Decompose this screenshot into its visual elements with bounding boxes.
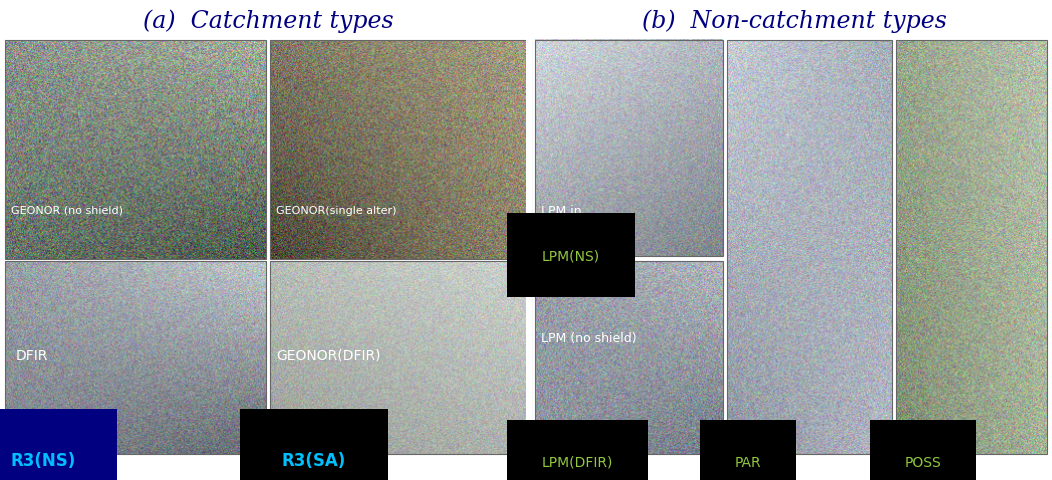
- Text: LPM (no shield): LPM (no shield): [541, 331, 636, 344]
- Bar: [0, 0, 1052, 39]
- Text: POSS: POSS: [905, 455, 942, 469]
- Bar: [270, 41, 531, 259]
- Text: DFIR: DFIR: [16, 348, 48, 362]
- Text: LPM in
DFIR: LPM in DFIR: [541, 205, 582, 233]
- Text: LPM(NS): LPM(NS): [542, 249, 600, 263]
- Bar: [535, 41, 723, 257]
- Text: (a)  Catchment types: (a) Catchment types: [143, 10, 393, 33]
- Text: PAR: PAR: [734, 455, 761, 469]
- Bar: [526, 0, 532, 480]
- Bar: [5, 41, 266, 259]
- Text: GEONOR(DFIR): GEONOR(DFIR): [277, 348, 381, 362]
- Bar: [727, 41, 892, 454]
- Text: GEONOR(single alter): GEONOR(single alter): [276, 205, 397, 216]
- Text: R3(SA): R3(SA): [282, 451, 346, 469]
- Text: LPM(DFIR): LPM(DFIR): [542, 455, 613, 469]
- Text: (b)  Non-catchment types: (b) Non-catchment types: [642, 10, 947, 33]
- Bar: [535, 262, 723, 454]
- Bar: [896, 41, 1047, 454]
- Bar: [5, 262, 266, 454]
- Bar: [270, 262, 531, 454]
- Text: GEONOR (no shield): GEONOR (no shield): [11, 205, 122, 216]
- Text: R3(NS): R3(NS): [11, 451, 76, 469]
